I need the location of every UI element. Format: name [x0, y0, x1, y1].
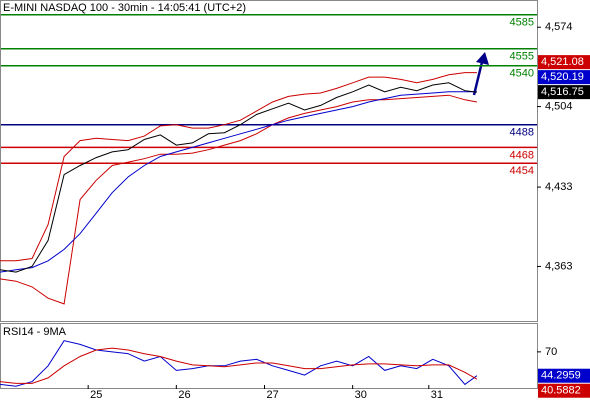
y-tick-label: 4,433 [545, 181, 573, 193]
level-label: 4540 [510, 68, 534, 80]
y-tick-label: 4,574 [545, 21, 573, 33]
rsi-panel-frame [0, 323, 538, 389]
projection-arrowhead [476, 52, 489, 65]
x-tick-label: 25 [90, 389, 102, 400]
price-tag-label: 4,521.08 [541, 56, 584, 68]
chart-title: E-MINI NASDAQ 100 - 30min - 14:05:41 (UT… [3, 2, 246, 14]
level-label: 4454 [510, 165, 534, 177]
y-tick-label: 4,504 [545, 100, 573, 112]
price-tag [538, 70, 590, 85]
series-line [0, 72, 477, 262]
series-line [0, 94, 477, 305]
rsi-title: RSI14 - 9MA [3, 326, 67, 338]
price-tag-label: 40.5882 [541, 385, 581, 397]
series-line [0, 91, 477, 273]
series-line [0, 82, 477, 273]
projection-arrow [472, 61, 484, 96]
price-tag [538, 368, 590, 383]
price-tag-label: 44.2959 [541, 370, 581, 382]
x-tick-label: 27 [266, 389, 278, 400]
x-tick-label: 26 [178, 389, 190, 400]
series-line [0, 347, 478, 384]
series-line [0, 340, 478, 387]
y-tick-label: 70 [545, 346, 557, 358]
level-label: 4488 [510, 127, 534, 139]
price-tag-label: 4,516.75 [541, 86, 584, 98]
price-panel-frame [0, 0, 538, 322]
y-tick-label: 4,363 [545, 260, 573, 272]
price-tag [538, 85, 590, 100]
level-label: 4555 [510, 51, 534, 63]
level-label: 4585 [510, 17, 534, 29]
x-tick-label: 30 [355, 389, 367, 400]
level-label: 4468 [510, 149, 534, 161]
x-tick-label: 31 [431, 389, 443, 400]
price-tag [538, 383, 590, 398]
price-tag-label: 4,520.19 [541, 71, 584, 83]
price-tag [538, 55, 590, 70]
